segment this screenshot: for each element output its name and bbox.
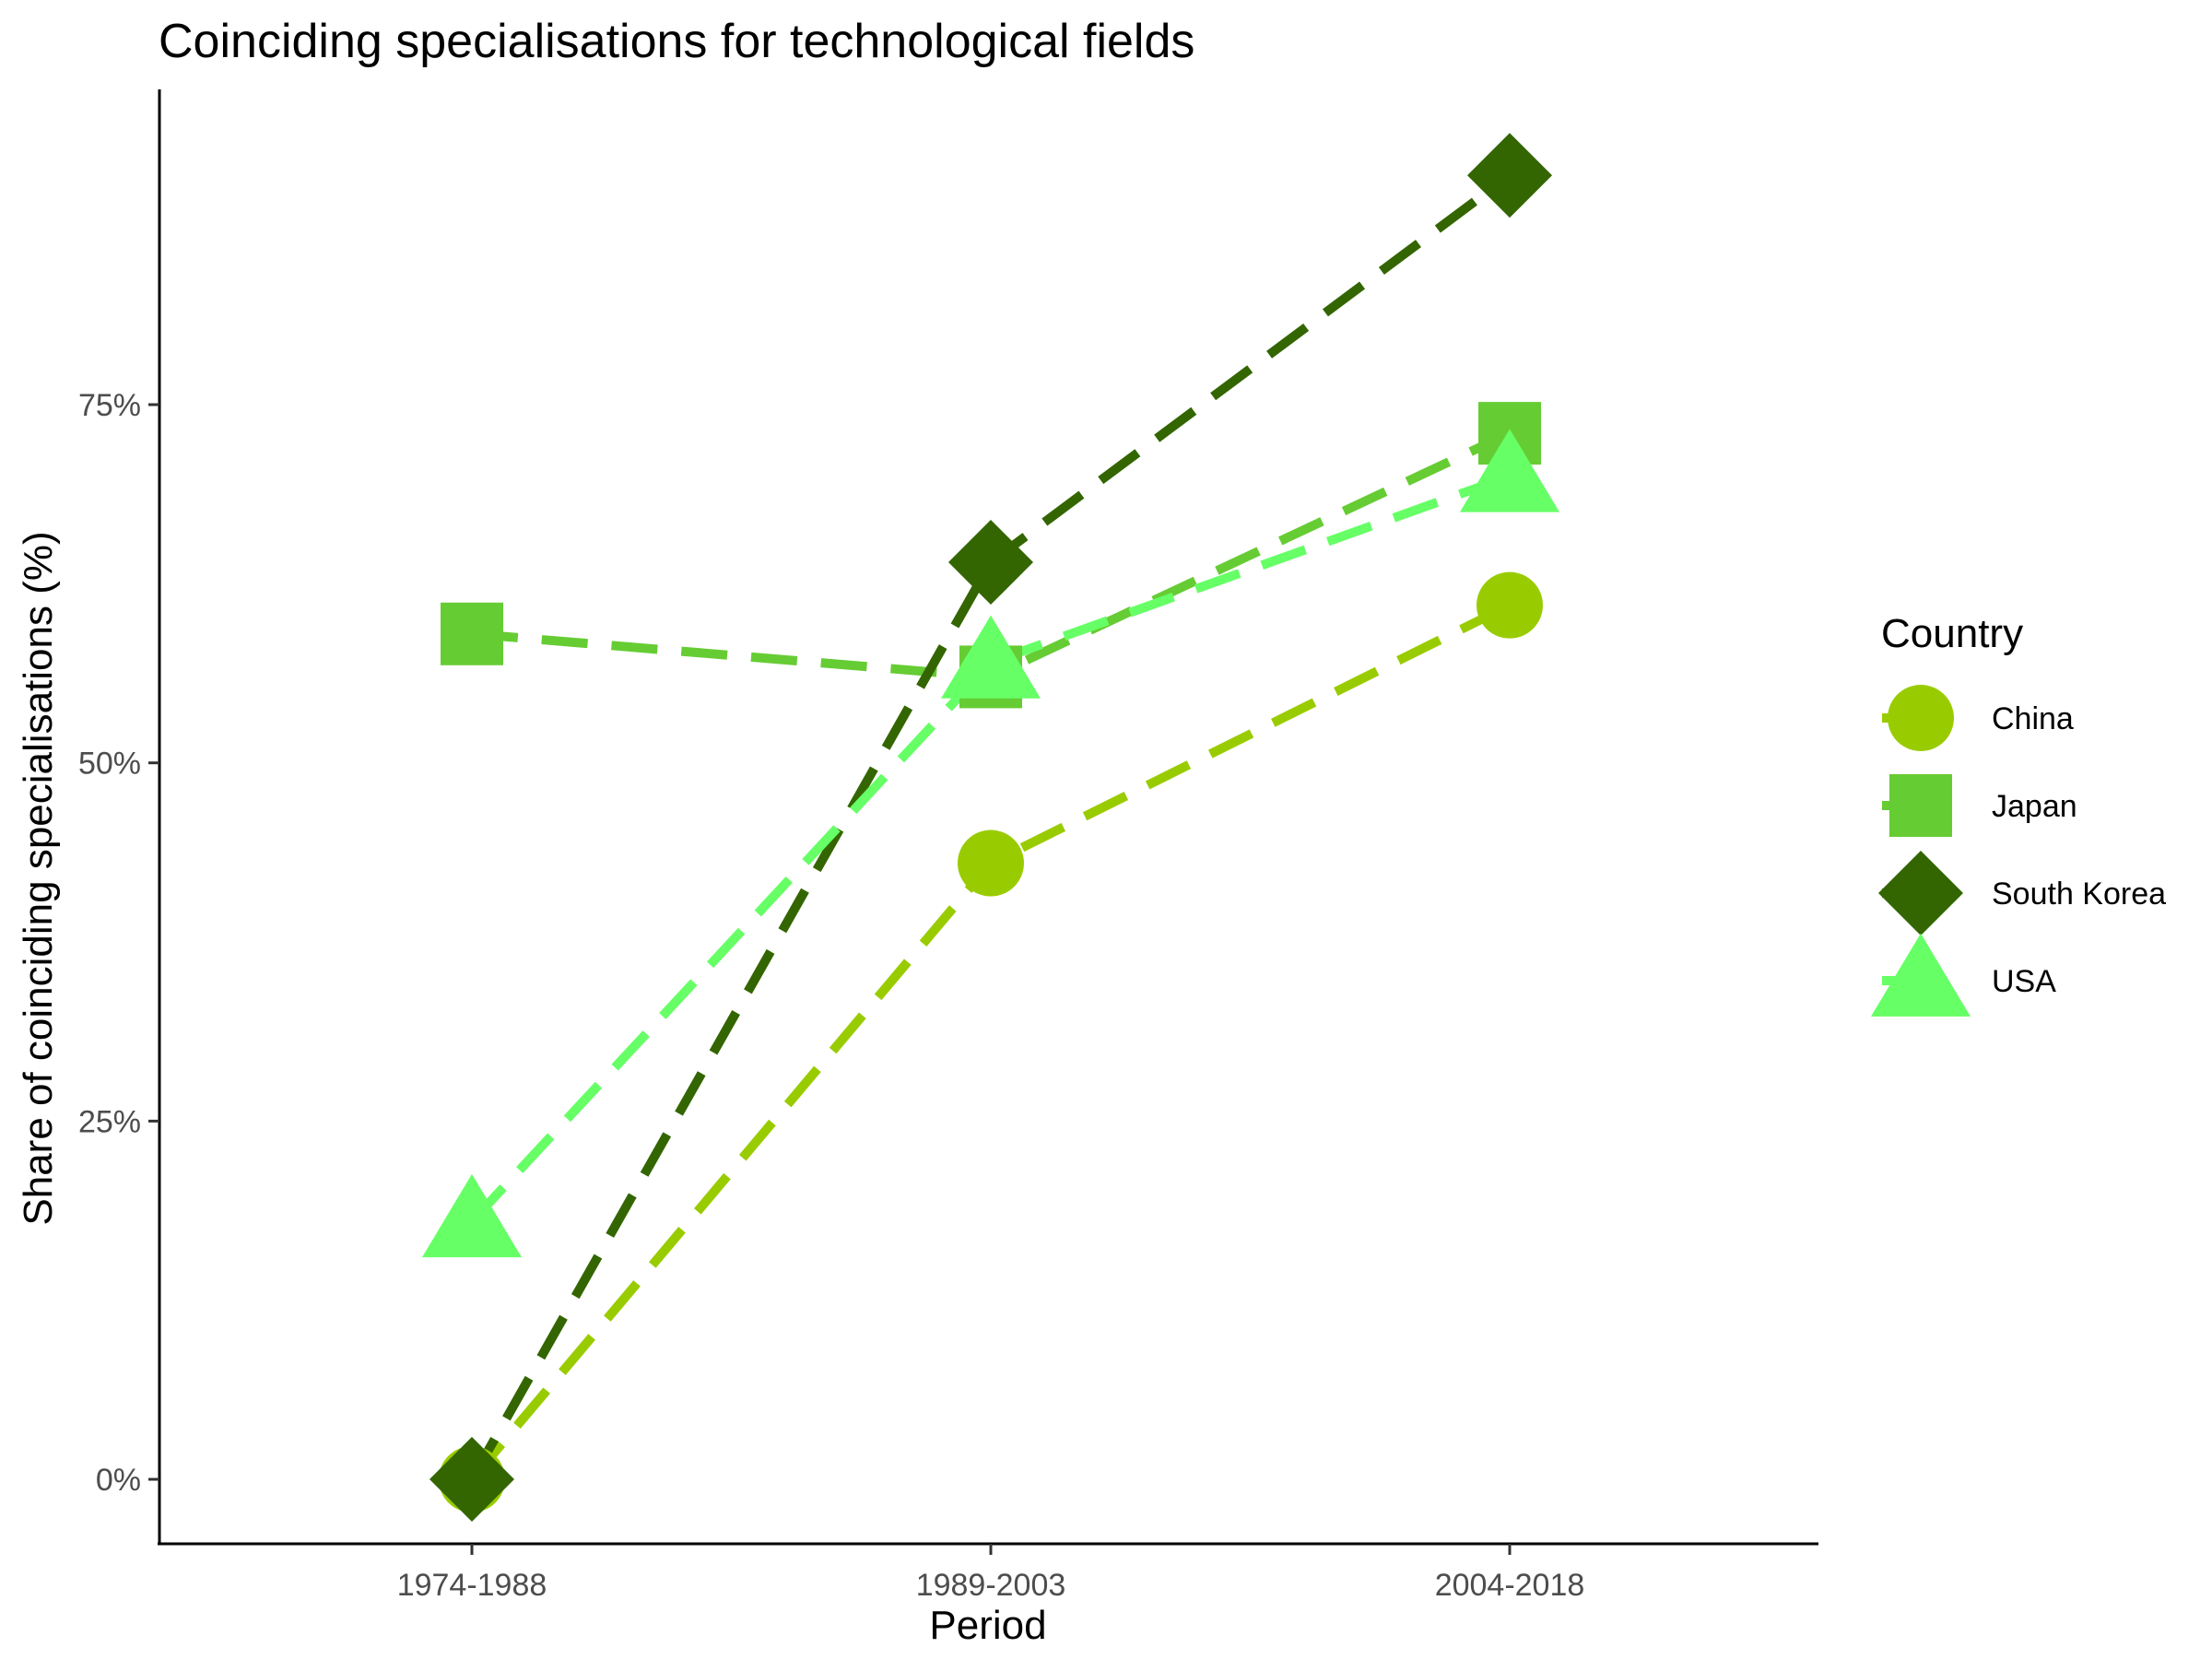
series-lines [467,171,1512,1483]
legend-key-japan [1889,774,1952,837]
legend-label-japan: Japan [1992,789,2077,824]
plot-area: 0% 25% 50% 75% 1974-1988 1989-2003 2004-2018 [78,89,1818,1603]
data-point-china [1477,571,1543,639]
data-point-usa [1460,429,1559,512]
data-point-usa [422,1173,522,1258]
chart-title: Coinciding specialisations for technolog… [159,15,1194,68]
series-line-usa [468,472,1512,1225]
data-point-south-korea [429,1437,514,1523]
legend-title: Country [1881,611,2023,656]
data-point-china [958,830,1024,897]
y-axis-title: Share of coinciding specialisations (%) [16,531,61,1225]
legend-label-usa: USA [1992,964,2056,999]
y-axis-ticks: 0% 25% 50% 75% [78,388,159,1498]
y-tick-label: 25% [78,1104,141,1139]
y-tick-label: 0% [96,1463,141,1498]
series-markers [422,133,1559,1523]
y-tick-label: 50% [78,747,141,782]
data-point-usa [941,615,1041,699]
x-tick-label: 1974-1988 [397,1568,547,1603]
x-tick-label: 1989-2003 [916,1568,1066,1603]
data-point-south-korea [1467,133,1552,218]
series-line-china [468,601,1512,1483]
data-point-japan [441,602,503,665]
x-axis-title: Period [929,1603,1046,1648]
legend-key-south-korea [1878,851,1963,935]
x-tick-label: 2004-2018 [1435,1568,1585,1603]
legend: Country China Japan South Korea USA [1871,611,2166,1017]
legend-items: China Japan South Korea USA [1871,685,2166,1017]
data-point-south-korea [948,520,1033,606]
legend-label-china: China [1992,701,2074,736]
x-axis-ticks: 1974-1988 1989-2003 2004-2018 [397,1544,1585,1603]
legend-key-usa [1871,933,1971,1017]
legend-key-china [1888,685,1954,751]
legend-label-south-korea: South Korea [1992,877,2166,912]
series-line-south-korea [467,171,1512,1482]
y-tick-label: 75% [78,388,141,423]
